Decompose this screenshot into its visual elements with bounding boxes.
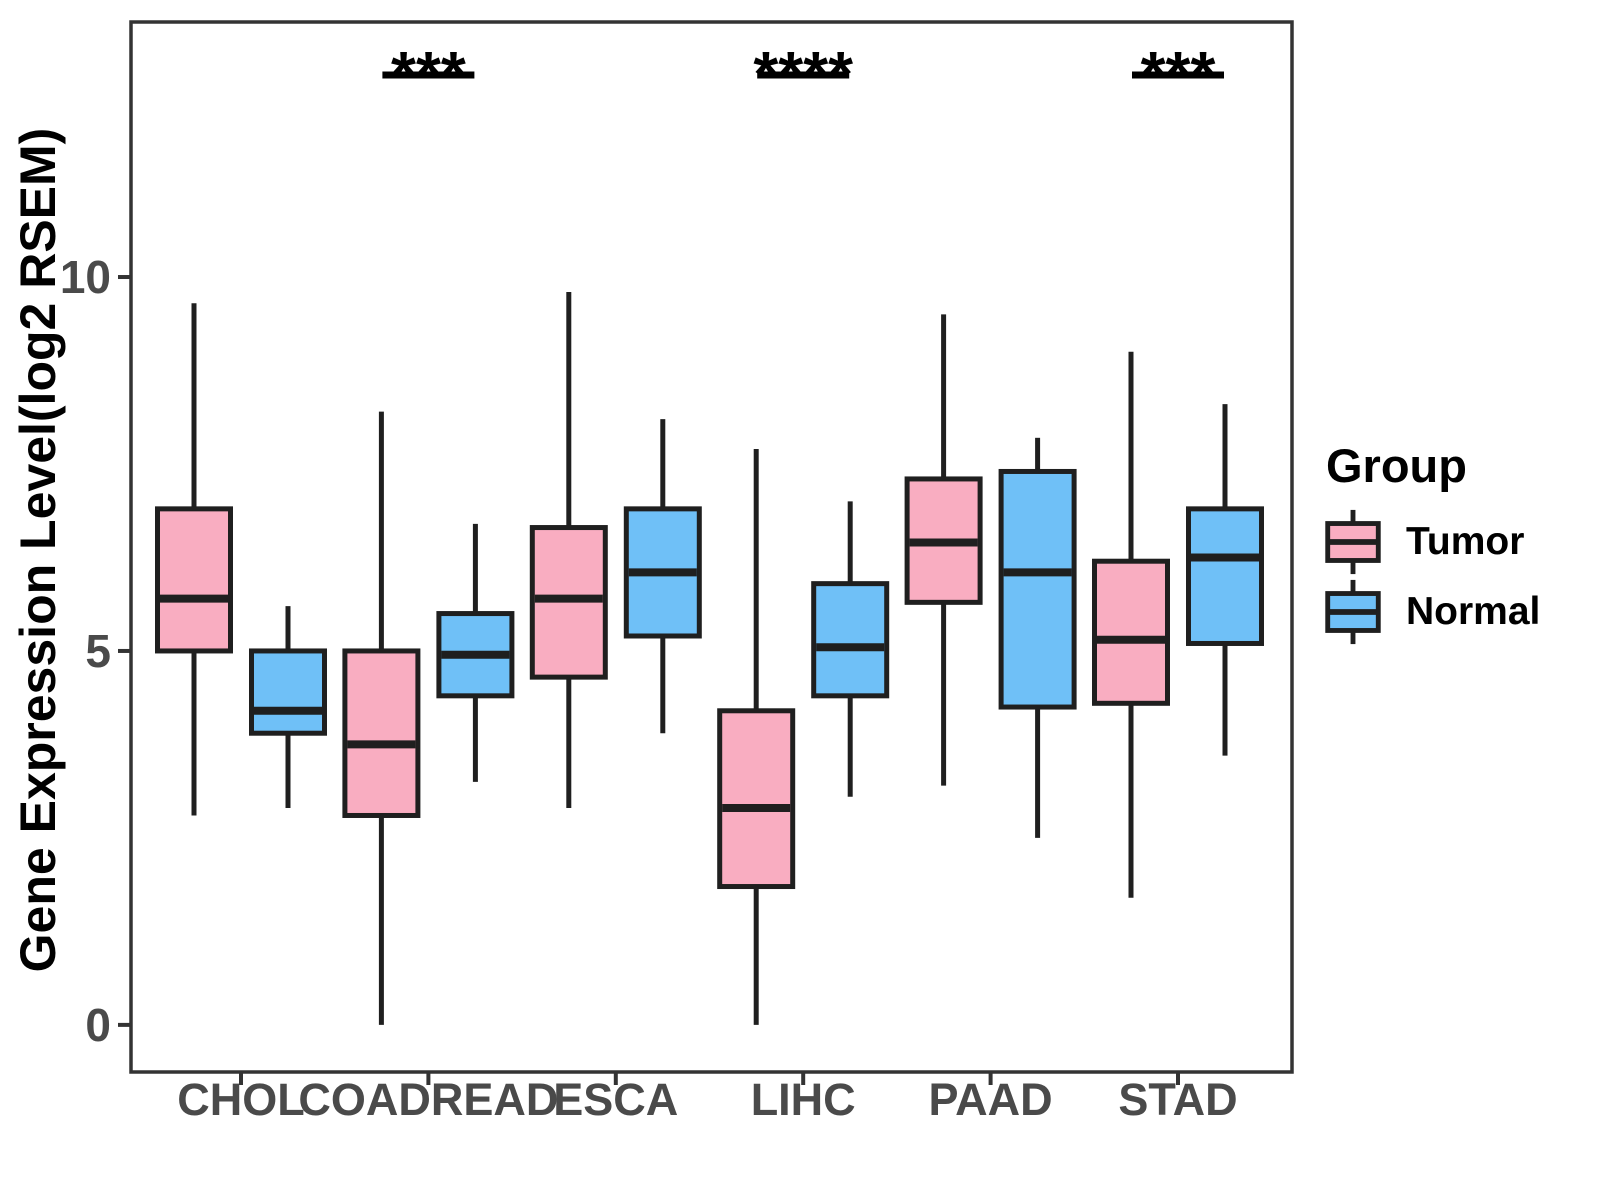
panel-border — [129, 20, 1294, 1074]
tumor-box-chol — [155, 303, 233, 816]
tumor-box-lihc — [717, 449, 796, 1025]
iqr-box — [1092, 558, 1170, 706]
x-tick-label-chol: CHOL — [177, 1074, 305, 1125]
legend-label: Tumor — [1406, 520, 1525, 563]
iqr-box — [811, 581, 890, 699]
iqr-box — [998, 468, 1077, 710]
iqr-box — [249, 648, 327, 736]
legend-label: Normal — [1406, 590, 1541, 633]
tumor-box-esca — [529, 291, 608, 809]
y-tick-label: 10 — [60, 251, 111, 303]
significance-stars-stad: *** — [1141, 38, 1216, 110]
iqr-box — [155, 506, 233, 654]
x-tick-label-paad: PAAD — [929, 1074, 1053, 1125]
normal-box-chol — [249, 606, 327, 809]
iqr-box — [342, 648, 421, 818]
x-tick-label-stad: STAD — [1118, 1074, 1237, 1125]
legend: Group Tumor Normal — [1322, 438, 1540, 647]
y-tick-label: 5 — [85, 625, 111, 677]
legend-item-normal: Normal — [1322, 577, 1540, 647]
x-tick-label-lihc: LIHC — [751, 1074, 856, 1125]
tumor-box-stad — [1092, 351, 1170, 898]
normal-box-coadread — [436, 523, 515, 782]
significance-stars-lihc: **** — [753, 38, 853, 110]
normal-box-paad — [998, 437, 1077, 838]
iqr-box — [717, 708, 796, 890]
y-axis-title: Gene Expression Level(log2 RSEM) — [10, 127, 66, 973]
legend-swatch-tumor — [1325, 509, 1381, 575]
tumor-box-paad — [904, 314, 983, 786]
x-tick-label-esca: ESCA — [553, 1074, 678, 1125]
x-tick-label-coadread: COADREAD — [298, 1074, 558, 1125]
normal-box-esca — [623, 419, 702, 734]
legend-title: Group — [1326, 439, 1467, 492]
legend-items: Tumor Normal — [1322, 507, 1540, 647]
significance-stars-coadread: *** — [391, 38, 466, 110]
y-tick-label: 0 — [85, 999, 111, 1051]
legend-swatch-normal — [1325, 579, 1381, 645]
legend-item-tumor: Tumor — [1322, 507, 1540, 577]
normal-box-stad — [1186, 404, 1264, 756]
tumor-box-coadread — [342, 411, 421, 1025]
iqr-box — [1186, 506, 1264, 646]
normal-box-lihc — [811, 501, 890, 797]
